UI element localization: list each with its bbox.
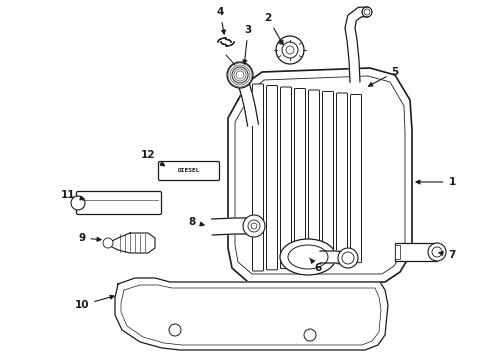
Polygon shape [230, 64, 258, 126]
FancyBboxPatch shape [280, 87, 292, 269]
Circle shape [304, 329, 316, 341]
Circle shape [232, 67, 248, 83]
Circle shape [243, 215, 265, 237]
Text: 10: 10 [75, 295, 114, 310]
Circle shape [103, 238, 113, 248]
Bar [395, 243, 437, 261]
FancyBboxPatch shape [337, 93, 347, 264]
Text: 4: 4 [216, 7, 225, 34]
Polygon shape [212, 218, 252, 235]
Text: 7: 7 [439, 250, 456, 260]
Circle shape [428, 243, 446, 261]
Text: 3: 3 [243, 25, 252, 64]
Text: 8: 8 [188, 217, 204, 227]
Text: 6: 6 [310, 258, 321, 273]
Ellipse shape [280, 239, 336, 275]
Polygon shape [108, 233, 155, 253]
Circle shape [432, 247, 442, 257]
Ellipse shape [288, 245, 328, 269]
Circle shape [342, 252, 354, 264]
Text: 11: 11 [61, 190, 84, 200]
Circle shape [227, 62, 253, 88]
Polygon shape [320, 251, 348, 264]
Circle shape [282, 42, 298, 58]
Circle shape [71, 196, 85, 210]
FancyBboxPatch shape [322, 91, 334, 265]
Text: 9: 9 [78, 233, 101, 243]
FancyBboxPatch shape [309, 90, 319, 266]
Polygon shape [345, 7, 368, 82]
FancyBboxPatch shape [294, 89, 305, 267]
Circle shape [248, 220, 260, 232]
Circle shape [286, 46, 294, 54]
Bar [395, 245, 400, 259]
Text: 1: 1 [416, 177, 456, 187]
Polygon shape [228, 68, 412, 282]
Text: 12: 12 [141, 150, 165, 166]
FancyBboxPatch shape [76, 192, 162, 215]
Text: 5: 5 [368, 67, 399, 86]
Circle shape [169, 324, 181, 336]
Circle shape [362, 7, 372, 17]
Text: DIESEL: DIESEL [178, 168, 200, 174]
FancyBboxPatch shape [267, 85, 277, 270]
FancyBboxPatch shape [158, 162, 220, 180]
FancyBboxPatch shape [252, 84, 264, 271]
Circle shape [338, 248, 358, 268]
Text: 2: 2 [265, 13, 283, 45]
FancyBboxPatch shape [350, 94, 362, 262]
Polygon shape [115, 278, 388, 350]
Circle shape [276, 36, 304, 64]
Circle shape [251, 223, 257, 229]
